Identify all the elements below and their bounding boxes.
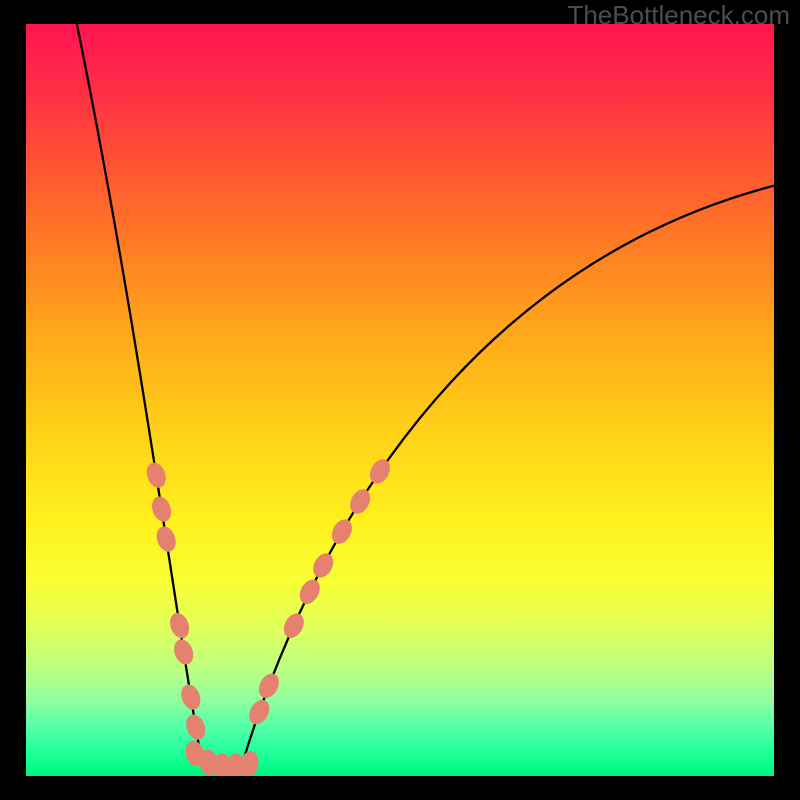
plot-area: [26, 24, 774, 776]
gradient-background: [26, 24, 774, 776]
chart-container: TheBottleneck.com: [0, 0, 800, 800]
attribution-label: TheBottleneck.com: [567, 0, 790, 31]
